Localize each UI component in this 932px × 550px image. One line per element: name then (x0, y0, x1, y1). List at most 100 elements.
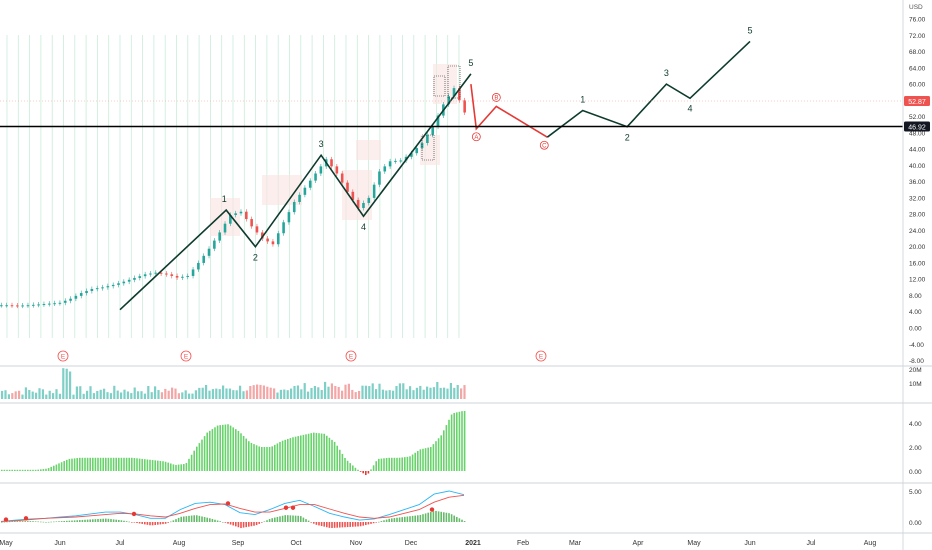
range-box (433, 75, 446, 97)
volume-bar (150, 392, 153, 399)
histogram-bar (367, 471, 370, 474)
histogram-bar (144, 459, 146, 471)
oscillator-bar (216, 520, 219, 522)
candle-body (378, 171, 381, 185)
histogram-bar (240, 433, 242, 471)
histogram-bar (29, 469, 32, 471)
histogram-bar (245, 438, 247, 471)
oscillator-bar (250, 522, 253, 527)
candle-body (399, 160, 403, 162)
time-axis[interactable]: May Jun Jul Aug Sep Oct Nov Dec 2021 Feb Mar Apr May… (0, 540, 876, 547)
oscillator-bar (261, 522, 263, 523)
impulse-wave-line (119, 73, 472, 311)
histogram-bar (398, 457, 401, 471)
price-tick-label: 68.00 (909, 49, 926, 56)
volume-bar (368, 386, 371, 399)
histogram-bar (27, 469, 29, 471)
histogram-bar (222, 424, 224, 471)
time-axis-label: Aug (173, 540, 186, 547)
candle-body (436, 115, 440, 127)
candle-body (218, 232, 221, 241)
histogram-bar (71, 458, 73, 471)
volume-bar (215, 388, 218, 399)
price-axis[interactable]: USD 76.0072.0068.0064.0060.0056.0052.004… (902, 0, 930, 550)
oscillator-cross-dot (283, 505, 289, 510)
earnings-marker (180, 350, 192, 362)
oscillator-bar (424, 513, 427, 522)
oscillator-bar (115, 519, 117, 522)
oscillator-bar (365, 522, 367, 526)
candle-body (346, 182, 349, 192)
time-axis-label: Apr (633, 540, 645, 547)
volume-bar (228, 388, 231, 399)
oscillator-bar (81, 519, 84, 522)
oscillator-bar (339, 522, 341, 528)
candle-body (79, 293, 83, 296)
histogram-bar (456, 412, 458, 471)
oscillator-bar (352, 522, 354, 527)
volume-bar (388, 390, 391, 399)
oscillator-bar (76, 520, 78, 522)
volume-bar (208, 390, 211, 399)
oscillator-bar (456, 516, 458, 522)
projected-wave-line (546, 40, 751, 138)
histogram-bar (274, 444, 276, 471)
histogram-bar (110, 457, 112, 471)
oscillator-axis-label-0: 0.00 (909, 520, 922, 527)
volume-bar (99, 389, 102, 399)
oscillator-bar (453, 515, 455, 522)
oscillator-bar (346, 522, 349, 528)
volume-bar (395, 386, 398, 399)
oscillator-bar (323, 522, 325, 527)
oscillator-bar (331, 522, 333, 528)
histogram-bar (172, 464, 175, 471)
oscillator-bar (297, 515, 299, 522)
candle-body (234, 213, 237, 215)
candle-body (314, 173, 317, 181)
oscillator-cross-dot (429, 507, 435, 512)
oscillator-bar (120, 520, 123, 522)
volume-bar (313, 385, 316, 399)
volume-bar (177, 393, 180, 399)
histogram-bar (170, 463, 172, 471)
histogram-bar (34, 469, 37, 471)
swing-highlight (356, 140, 381, 160)
histogram-bar (229, 425, 232, 471)
candle-body (388, 161, 392, 167)
histogram-bar (375, 461, 377, 471)
volume-bar (113, 385, 116, 399)
volume-bar (330, 383, 333, 399)
histogram-bar (305, 434, 307, 471)
histogram-bar (242, 435, 245, 471)
histogram-axis-label-2: 2.00 (909, 445, 922, 452)
oscillator-pane[interactable] (0, 490, 466, 529)
oscillator-bar (354, 522, 357, 527)
histogram-bar (443, 430, 445, 471)
oscillator-bar (427, 512, 429, 522)
oscillator-bar (383, 520, 385, 522)
histogram-bar (37, 469, 39, 471)
candle-body (111, 284, 115, 287)
histogram-pane[interactable] (1, 411, 466, 476)
candle-body (175, 275, 179, 278)
histogram-bar (354, 467, 357, 471)
oscillator-bar (34, 521, 37, 522)
oscillator-bar (281, 515, 284, 522)
histogram-bar (3, 469, 6, 471)
volume-pane[interactable] (1, 368, 466, 399)
volume-bar (7, 394, 10, 399)
volume-bar (147, 386, 150, 399)
oscillator-bar (422, 514, 424, 522)
oscillator-bar (253, 522, 255, 526)
histogram-bar (185, 462, 188, 471)
oscillator-bar (99, 518, 102, 522)
oscillator-bar (242, 522, 245, 528)
histogram-bar (396, 457, 398, 471)
oscillator-slow-line (0, 494, 465, 522)
oscillator-bar (419, 514, 422, 522)
price-pane[interactable]: 1 2 3 4 5 1 2 3 4 5 A B C (0, 25, 903, 338)
correction-wave-line (470, 84, 548, 138)
candle-body (245, 211, 248, 220)
price-tick-label: 52.00 (909, 114, 926, 121)
candle-body (266, 238, 269, 242)
